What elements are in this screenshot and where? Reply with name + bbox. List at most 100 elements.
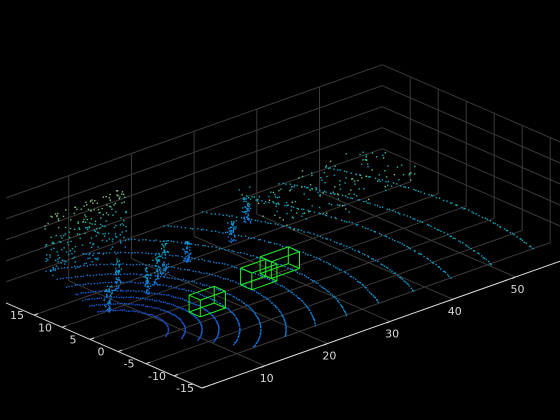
- ground-point: [343, 309, 345, 311]
- ground-point: [148, 314, 151, 316]
- ground-point: [257, 340, 259, 343]
- ground-point: [96, 311, 99, 313]
- ground-point: [516, 236, 518, 238]
- wall-point: [119, 224, 122, 226]
- wall-point: [45, 258, 48, 260]
- ground-point: [438, 266, 440, 268]
- structure-point: [156, 270, 158, 272]
- ground-point: [340, 305, 343, 307]
- structure-point: [145, 276, 147, 279]
- structure-point: [167, 271, 169, 273]
- ground-point: [149, 282, 151, 285]
- ground-point: [95, 290, 97, 292]
- ground-point: [202, 308, 205, 310]
- ground-point: [147, 298, 149, 300]
- wall-point: [54, 269, 56, 271]
- ground-point: [260, 220, 263, 223]
- structure-point: [106, 308, 108, 311]
- ground-point: [218, 302, 221, 305]
- ground-point: [214, 230, 217, 232]
- ground-point: [187, 280, 190, 283]
- structure-point: [113, 289, 115, 291]
- ground-point: [145, 252, 147, 254]
- ground-point: [133, 290, 135, 292]
- box-edge: [259, 246, 289, 258]
- ground-point: [156, 307, 158, 309]
- far-point: [384, 170, 386, 172]
- ground-point: [357, 280, 359, 283]
- x-tick-label: 40: [448, 305, 462, 318]
- ground-point: [376, 298, 378, 301]
- far-point: [364, 159, 367, 161]
- structure-point: [107, 302, 109, 305]
- ground-point: [157, 284, 159, 286]
- ground-point: [110, 303, 112, 305]
- ground-point: [95, 264, 97, 266]
- ground-point: [136, 273, 138, 275]
- ground-point: [307, 254, 309, 256]
- ground-point: [361, 283, 363, 286]
- ground-point: [201, 325, 203, 328]
- detection-box: [259, 246, 300, 279]
- ground-point: [345, 272, 347, 274]
- ground-point: [528, 245, 531, 247]
- ground-point: [288, 226, 290, 228]
- structure-point: [117, 287, 119, 290]
- ground-point: [296, 184, 298, 187]
- far-point: [332, 191, 334, 193]
- ground-point: [301, 273, 303, 275]
- wall-point: [57, 267, 59, 270]
- structure-point: [229, 227, 231, 229]
- wall-point: [52, 266, 54, 269]
- structure-point: [159, 255, 161, 257]
- grid-line: [382, 127, 560, 206]
- ground-point: [454, 237, 456, 240]
- ground-point: [304, 253, 307, 255]
- wall-point: [90, 209, 92, 212]
- ground-point: [82, 300, 84, 302]
- wall-point: [83, 263, 86, 265]
- structure-point: [166, 242, 168, 245]
- ground-point: [223, 305, 225, 307]
- ground-point: [112, 310, 114, 312]
- structure-point: [156, 262, 158, 264]
- ground-point: [102, 282, 104, 284]
- ground-point: [188, 269, 190, 271]
- ground-point: [150, 306, 153, 308]
- box-edge: [200, 307, 226, 318]
- wall-point: [120, 217, 122, 219]
- ground-point: [408, 246, 410, 249]
- ground-point: [215, 337, 218, 339]
- ground-point: [212, 341, 215, 343]
- ground-point: [145, 239, 147, 241]
- far-point: [371, 152, 374, 154]
- structure-point: [230, 230, 232, 232]
- ground-point: [506, 230, 509, 232]
- grid-line: [131, 258, 328, 345]
- wall-point: [110, 248, 112, 250]
- far-point: [344, 182, 346, 184]
- ground-point: [203, 272, 205, 275]
- structure-point: [156, 274, 159, 277]
- detection-box: [188, 285, 226, 318]
- ground-point: [513, 234, 515, 236]
- structure-point: [107, 301, 109, 304]
- ground-point: [213, 340, 216, 342]
- ground-point: [167, 332, 169, 334]
- ground-point: [266, 277, 269, 280]
- ground-point: [177, 317, 179, 319]
- x-tick-label: 30: [385, 327, 399, 340]
- wall-point: [82, 253, 84, 255]
- ground-point: [142, 263, 144, 265]
- structure-point: [146, 278, 148, 280]
- ground-point: [111, 309, 113, 311]
- box-edge: [240, 275, 266, 286]
- ground-point: [150, 274, 153, 277]
- ground-point: [74, 276, 76, 278]
- far-point: [294, 200, 297, 203]
- ground-point: [181, 321, 183, 324]
- wall-point: [65, 226, 67, 229]
- ground-point: [246, 253, 248, 255]
- ground-point: [235, 317, 237, 319]
- grid-line: [5, 85, 383, 220]
